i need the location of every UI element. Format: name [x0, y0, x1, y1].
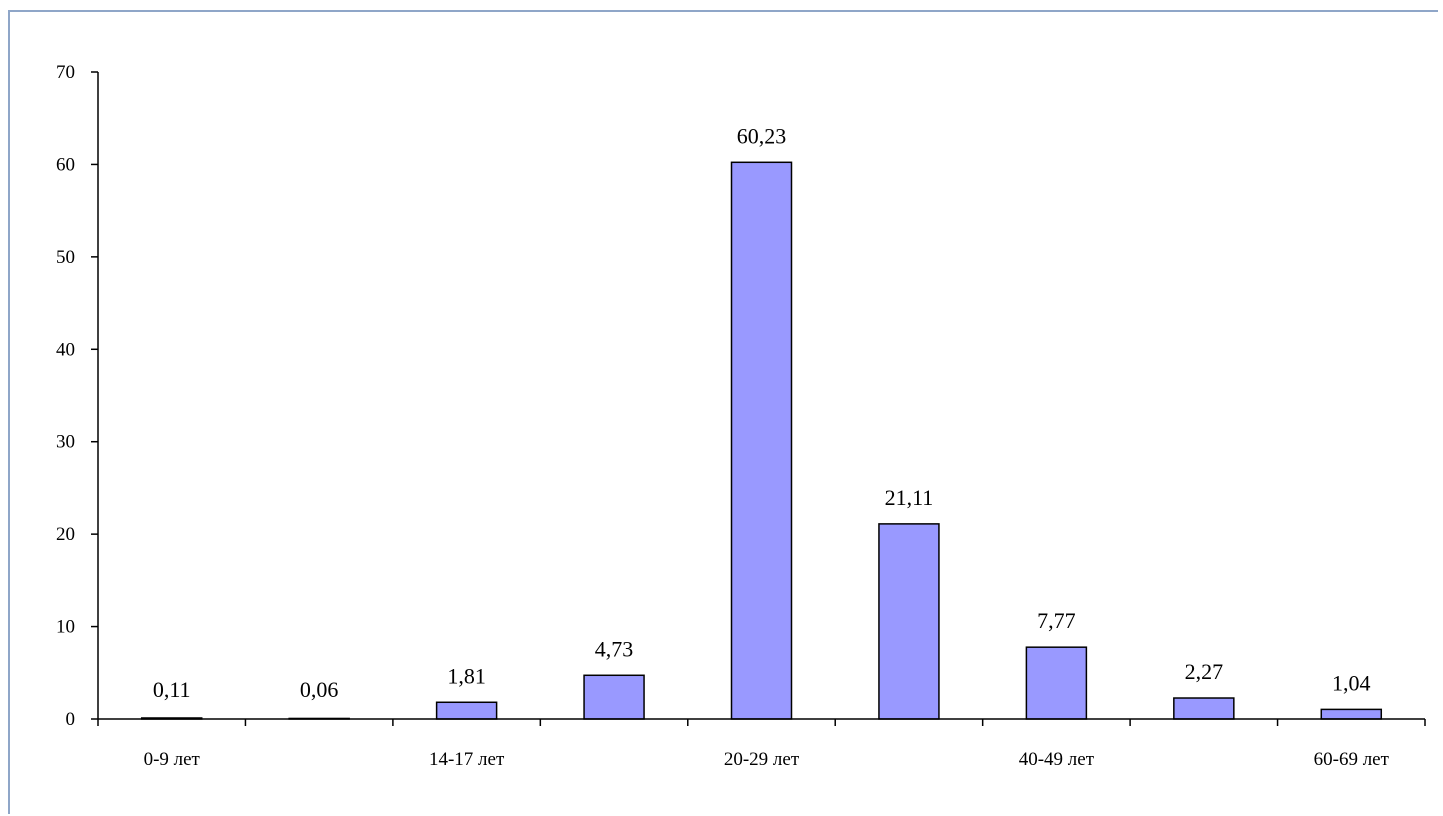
- y-tick-label: 40: [56, 339, 75, 360]
- bar-value-label: 1,81: [447, 663, 486, 688]
- bar-value-label: 2,27: [1185, 659, 1224, 684]
- bar: [1173, 697, 1235, 720]
- y-tick-label: 20: [56, 524, 75, 545]
- bar-value-label: 0,06: [300, 677, 339, 702]
- bar: [878, 523, 940, 720]
- bar: [583, 674, 645, 720]
- bar: [435, 701, 498, 720]
- bars-layer: [140, 161, 1383, 720]
- y-tick-label: 60: [56, 154, 75, 175]
- x-category-label: 40-49 лет: [1019, 749, 1095, 770]
- bar-value-label: 21,11: [885, 485, 934, 510]
- y-tick-label: 50: [56, 247, 75, 268]
- bar-value-label: 60,23: [737, 123, 787, 148]
- x-category-label: 60-69 лет: [1314, 749, 1390, 770]
- y-tick-label: 70: [56, 62, 75, 83]
- x-category-label: 0-9 лет: [144, 749, 201, 770]
- bar-value-label: 0,11: [153, 677, 191, 702]
- y-tick-label: 0: [66, 709, 76, 730]
- x-category-label: 14-17 лет: [429, 749, 505, 770]
- y-tick-label: 10: [56, 617, 75, 638]
- y-tick-label: 30: [56, 432, 75, 453]
- labels-layer: 0 10 20 30 40 50 60 70 0,11 0-9 лет 0,06 1,81 14-17 …: [56, 62, 1390, 770]
- bar: [1320, 708, 1383, 720]
- bar-value-label: 7,77: [1037, 608, 1076, 633]
- chart-frame: [8, 10, 1438, 814]
- bar: [1025, 646, 1088, 720]
- axes-layer: [91, 71, 1426, 726]
- bar: [730, 161, 793, 720]
- bar-value-label: 1,04: [1332, 670, 1371, 695]
- bar-value-label: 4,73: [595, 636, 634, 661]
- x-category-label: 20-29 лет: [724, 749, 800, 770]
